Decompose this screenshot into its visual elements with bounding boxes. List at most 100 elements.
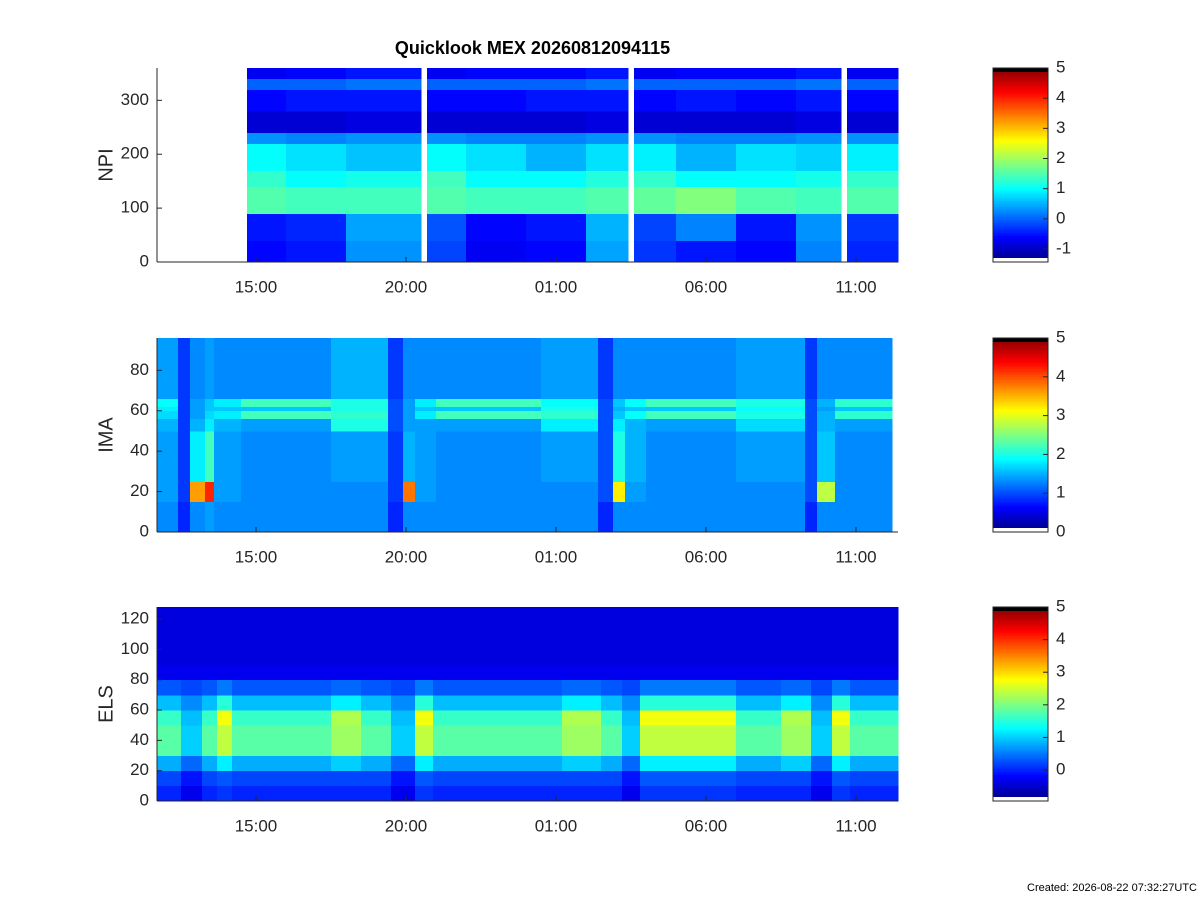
y-axis-label: NPI <box>95 148 117 181</box>
heatmap-cell <box>781 725 812 756</box>
heatmap-cell <box>415 725 434 756</box>
heatmap-cell <box>241 398 332 408</box>
heatmap-cell <box>346 186 422 214</box>
heatmap-cell <box>331 694 362 711</box>
colorbar-strip <box>993 174 1048 177</box>
colorbar-strip <box>993 192 1048 195</box>
heatmap <box>247 68 899 263</box>
colorbar-strip <box>993 119 1048 122</box>
heatmap-cell <box>634 213 677 241</box>
heatmap-cell <box>241 501 332 533</box>
heatmap-cell <box>598 406 614 412</box>
heatmap-cell <box>586 132 629 144</box>
heatmap-cell <box>736 694 782 711</box>
colorbar-strip <box>993 132 1048 135</box>
colorbar-strip <box>993 694 1048 697</box>
colorbar-strip <box>993 215 1048 218</box>
heatmap-cell <box>415 664 434 681</box>
colorbar-strip <box>993 465 1048 468</box>
heatmap-cell <box>601 755 623 772</box>
colorbar-strip <box>993 79 1048 82</box>
colorbar-strip <box>993 85 1048 88</box>
heatmap-cell <box>562 770 602 787</box>
heatmap-cell <box>331 410 389 420</box>
heatmap-cell <box>526 607 563 665</box>
colorbar-strip <box>993 156 1048 160</box>
heatmap-cell <box>634 170 677 187</box>
colorbar-strip <box>993 695 1048 699</box>
heatmap-cell <box>217 770 233 787</box>
heatmap-cell <box>247 143 287 171</box>
colorbar-strip <box>993 71 1048 74</box>
colorbar-strip <box>993 715 1048 718</box>
heatmap-cell <box>835 406 893 412</box>
heatmap-cell <box>202 785 218 802</box>
y-tick-label: 80 <box>130 669 149 688</box>
colorbar-strip <box>993 190 1048 193</box>
colorbar-frame <box>992 67 1049 263</box>
colorbar-strip <box>993 72 1048 75</box>
colorbar-strip <box>993 498 1048 501</box>
y-axis-label: ELS <box>95 685 117 723</box>
colorbar-strip <box>993 376 1048 379</box>
heatmap-cell <box>427 89 467 112</box>
heatmap-cell <box>835 501 893 533</box>
colorbar-strip <box>993 517 1048 520</box>
colorbar-strip <box>993 710 1048 713</box>
heatmap-cell <box>241 418 332 432</box>
heatmap-cell <box>676 111 737 134</box>
colorbar-strip <box>993 681 1048 684</box>
colorbar-strip <box>993 504 1048 507</box>
colorbar-strip <box>993 670 1048 673</box>
colorbar-strip <box>993 746 1048 749</box>
colorbar-strip <box>993 165 1048 168</box>
colorbar-strip <box>993 341 1048 344</box>
heatmap-cell <box>361 694 392 711</box>
heatmap-cell <box>736 481 806 503</box>
heatmap-cell <box>181 664 203 681</box>
heatmap-cell <box>847 78 899 90</box>
colorbar-strip <box>993 472 1048 475</box>
heatmap-cell <box>850 664 899 681</box>
heatmap-cell <box>286 143 347 171</box>
heatmap-cell <box>433 694 527 711</box>
colorbar-strip <box>993 203 1048 206</box>
heatmap-cell <box>835 418 893 432</box>
colorbar-tick-label: 0 <box>1056 208 1065 227</box>
heatmap-cell <box>466 143 527 171</box>
colorbar-strip <box>993 781 1048 784</box>
heatmap-cell <box>736 710 782 726</box>
heatmap-cell <box>190 430 206 482</box>
colorbar-strip <box>993 113 1048 116</box>
colorbar-strip <box>993 114 1048 117</box>
colorbar-strip <box>993 623 1048 626</box>
heatmap-cell <box>781 785 812 802</box>
colorbar-strip <box>993 451 1048 454</box>
heatmap-cell <box>181 770 203 787</box>
heatmap-cell <box>796 68 842 80</box>
colorbar-strip <box>993 629 1048 632</box>
heatmap-cell <box>466 132 527 144</box>
colorbar-strip <box>993 626 1048 629</box>
colorbar-strip <box>993 139 1048 142</box>
heatmap-cell <box>526 664 563 681</box>
heatmap-cell <box>202 607 218 665</box>
colorbar-strip <box>993 752 1048 755</box>
heatmap-cell <box>634 143 677 171</box>
heatmap-cell <box>586 213 629 241</box>
colorbar-strip <box>993 684 1048 687</box>
heatmap-cell <box>433 725 527 756</box>
heatmap-cell <box>835 410 893 420</box>
heatmap-cell <box>157 398 179 408</box>
colorbar-strip <box>993 676 1048 679</box>
colorbar-strip <box>993 460 1048 463</box>
colorbar-strip <box>993 716 1048 720</box>
heatmap-cell <box>286 89 347 112</box>
colorbar-strip <box>993 611 1048 614</box>
colorbar-strip <box>993 242 1048 245</box>
y-tick-label: 0 <box>140 521 149 540</box>
colorbar-strip <box>993 682 1048 686</box>
heatmap-cell <box>157 785 182 802</box>
heatmap-cell <box>781 710 812 726</box>
heatmap-cell <box>286 78 347 90</box>
